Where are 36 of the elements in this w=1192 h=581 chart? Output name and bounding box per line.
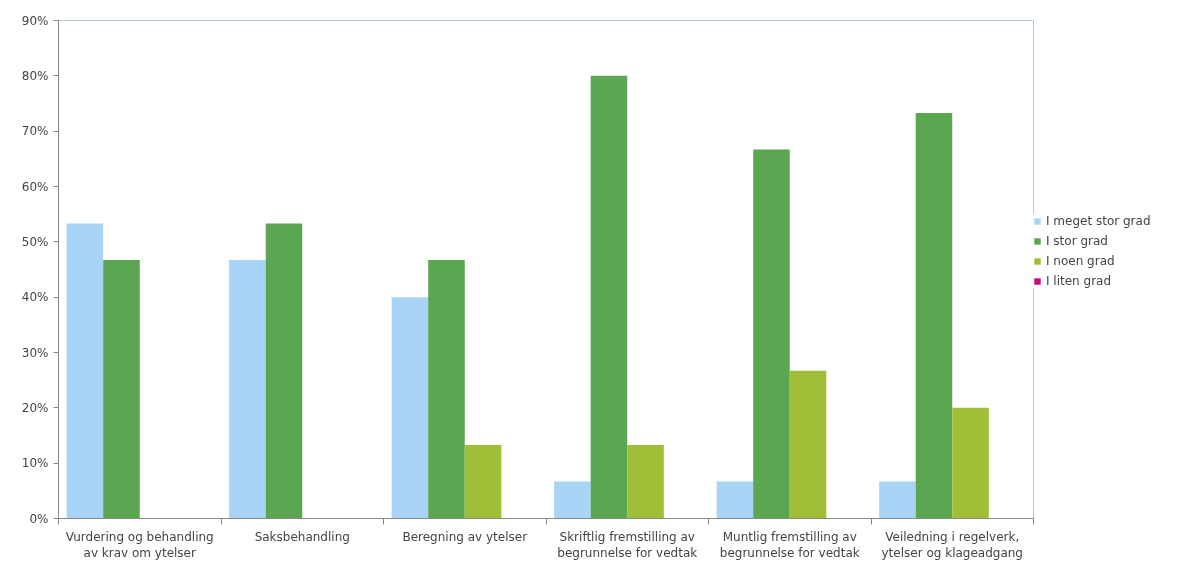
y-tick-label: 60% (21, 179, 49, 194)
x-tick-label: Veiledning i regelverk, ytelser og klageadgang (881, 529, 1023, 561)
x-tick-label: Muntlig fremstilling av begrunnelse for vedtak (719, 529, 860, 561)
y-tick-label: 30% (21, 345, 49, 360)
bar (103, 260, 140, 519)
bar (952, 407, 989, 519)
bar (428, 260, 465, 519)
bar (464, 444, 502, 519)
bar (879, 481, 916, 519)
y-tick-label: 90% (21, 13, 49, 28)
legend-label: I liten grad (1046, 274, 1112, 288)
y-tick-label: 20% (21, 400, 49, 415)
bar (789, 370, 827, 519)
x-tick-label: Skriftlig fremstilling av begrunnelse for vedtak (557, 529, 698, 561)
legend-label: I stor grad (1046, 234, 1108, 248)
y-tick-label: 40% (21, 290, 49, 305)
bar (554, 481, 591, 519)
bar (590, 75, 628, 519)
x-tick-label: Vurdering og behandling av krav om ytelser (65, 529, 214, 561)
legend-label: I meget stor grad (1046, 214, 1151, 228)
bar (229, 260, 266, 519)
bar (627, 444, 664, 519)
y-tick-label: 70% (21, 124, 49, 139)
bar (915, 112, 953, 519)
bar (391, 297, 429, 519)
bar (265, 223, 303, 519)
x-tick-label: Saksbehandling (254, 529, 350, 544)
y-tick-label: 50% (21, 234, 49, 249)
y-tick-label: 80% (21, 68, 49, 83)
legend-label: I noen grad (1046, 254, 1115, 268)
bar (66, 223, 104, 519)
x-tick-label: Beregning av ytelser (402, 529, 528, 544)
bar (716, 481, 754, 519)
y-tick-label: 0% (29, 511, 49, 526)
y-tick-label: 10% (21, 456, 49, 471)
bar (753, 149, 790, 519)
